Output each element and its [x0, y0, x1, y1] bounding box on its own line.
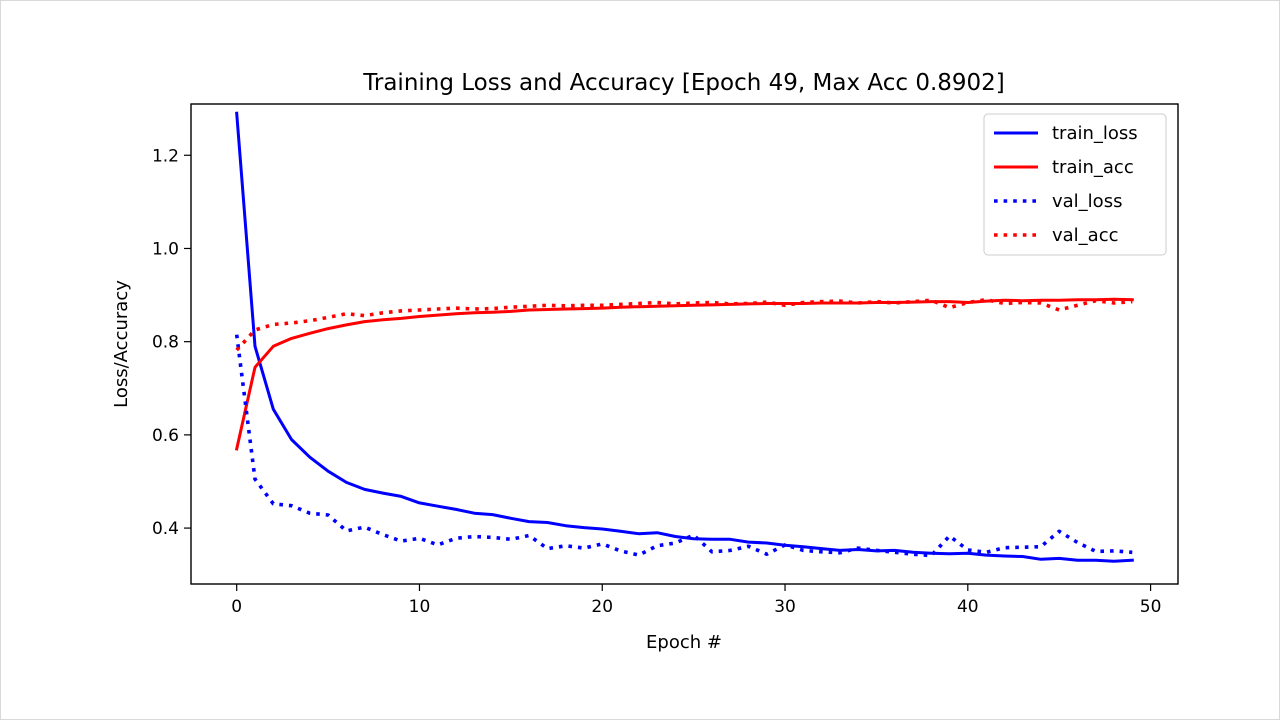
legend-label-train-loss: train_loss	[1052, 123, 1138, 144]
x-axis-label: Epoch #	[646, 632, 722, 653]
series-line-val-loss	[234, 334, 1133, 558]
x-tick-label: 40	[957, 597, 979, 617]
series-line-train-acc	[234, 297, 1134, 451]
y-tick-label: 1.0	[152, 239, 179, 259]
y-axis-ticks: 0.4 0.6 0.8 1.0 1.2	[152, 146, 191, 539]
x-tick-label: 50	[1140, 597, 1162, 617]
x-tick-label: 20	[591, 597, 613, 617]
legend-label-val-acc: val_acc	[1052, 225, 1119, 246]
y-tick-label: 0.6	[152, 426, 179, 446]
y-tick-label: 1.2	[152, 146, 179, 166]
y-tick-label: 0.4	[152, 519, 179, 539]
series-line-val-acc	[235, 297, 1133, 352]
y-tick-label: 0.8	[152, 333, 179, 353]
x-tick-label: 0	[231, 597, 242, 617]
legend: train_loss train_acc val_loss val_acc	[983, 113, 1167, 256]
legend-label-train-acc: train_acc	[1052, 157, 1134, 178]
series-line-train-loss	[235, 111, 1134, 563]
legend-box	[983, 113, 1167, 256]
x-tick-label: 10	[409, 597, 431, 617]
x-axis-ticks: 0 10 20 30 40 50	[231, 584, 1161, 617]
series-layer	[234, 111, 1134, 563]
legend-label-val-loss: val_loss	[1052, 191, 1122, 212]
plot-area-border	[190, 103, 1179, 585]
y-axis-label: Loss/Accuracy	[111, 280, 132, 408]
x-tick-label: 30	[774, 597, 796, 617]
chart-title: Training Loss and Accuracy [Epoch 49, Ma…	[362, 70, 1005, 96]
